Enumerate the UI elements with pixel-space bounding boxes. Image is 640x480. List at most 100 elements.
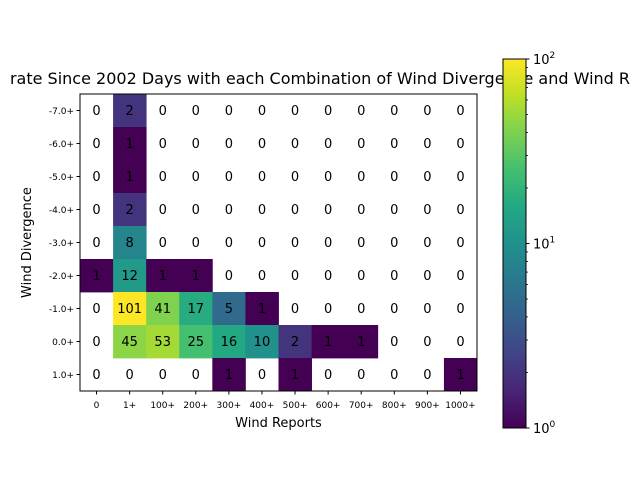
- cell-value-label: 0: [423, 269, 431, 284]
- cell-value-label: 45: [121, 335, 138, 350]
- cell-value-label: 0: [390, 269, 398, 284]
- cell-value-label: 25: [188, 335, 205, 350]
- cell-value-label: 0: [159, 203, 167, 218]
- heatmap-cell: [212, 292, 246, 326]
- cell-value-labels: 0 2 0 0 0 0 0 0 0 0 0 00 1 0 0 0 0 0 0 0 0 0 00 1 0 0 0 0 0 0 0 0 0 00 2 0 0…: [92, 104, 464, 383]
- y-tick-label: -5.0+: [49, 173, 74, 183]
- cell-value-label: 0: [225, 269, 233, 284]
- cell-value-label: 0: [291, 236, 299, 251]
- x-tick-label: 400+: [250, 401, 275, 411]
- cell-value-label: 0: [456, 302, 464, 317]
- cell-value-label: 1: [159, 269, 167, 284]
- cell-value-label: 0: [324, 137, 332, 152]
- cell-value-label: 0: [456, 335, 464, 350]
- x-tick-label: 500+: [283, 401, 308, 411]
- heatmap-cell: [80, 259, 114, 293]
- cell-value-label: 12: [121, 269, 138, 284]
- x-tick-label: 0: [94, 401, 100, 411]
- x-tick-label: 600+: [316, 401, 341, 411]
- heatmap-cell: [278, 358, 312, 392]
- cell-value-label: 0: [192, 368, 200, 383]
- y-axis-label: Wind Divergence: [20, 187, 35, 298]
- cell-value-label: 0: [357, 236, 365, 251]
- cell-value-label: 0: [357, 170, 365, 185]
- x-tick-label: 1000+: [445, 401, 475, 411]
- chart-title: rate Since 2002 Days with each Combinati…: [10, 69, 630, 88]
- heatmap-cell: [113, 160, 147, 194]
- cell-value-label: 0: [92, 104, 100, 119]
- cell-value-label: 0: [357, 137, 365, 152]
- heatmap-cell: [113, 325, 147, 359]
- cell-value-label: 0: [291, 302, 299, 317]
- heatmap-cell: [113, 127, 147, 161]
- colorbar-ticks: 100 101 102: [526, 51, 556, 437]
- cell-value-label: 0: [225, 137, 233, 152]
- cell-value-label: 0: [324, 203, 332, 218]
- heatmap-cells: [80, 94, 478, 392]
- cell-value-label: 0: [390, 104, 398, 119]
- y-tick-label: -1.0+: [49, 305, 74, 315]
- heatmap-cell: [344, 325, 379, 359]
- heatmap-cell: [443, 358, 478, 392]
- heatmap-cell: [146, 292, 180, 326]
- cell-value-label: 0: [291, 137, 299, 152]
- cell-value-label: 0: [92, 137, 100, 152]
- x-axis-label: Wind Reports: [235, 416, 322, 431]
- cell-value-label: 1: [192, 269, 200, 284]
- cell-value-label: 0: [92, 302, 100, 317]
- cell-value-label: 0: [258, 104, 266, 119]
- cell-value-label: 1: [125, 137, 133, 152]
- cell-value-label: 0: [357, 302, 365, 317]
- heatmap-cell: [146, 325, 180, 359]
- cell-value-label: 0: [291, 203, 299, 218]
- cell-value-label: 0: [390, 137, 398, 152]
- colorbar-tick-label: 101: [533, 236, 555, 253]
- x-tick-label: 200+: [183, 401, 208, 411]
- cell-value-label: 0: [456, 236, 464, 251]
- y-tick-label: -3.0+: [49, 239, 74, 249]
- heatmap-cell: [245, 292, 279, 326]
- cell-value-label: 0: [423, 203, 431, 218]
- cell-value-label: 1: [291, 368, 299, 383]
- cell-value-label: 0: [92, 368, 100, 383]
- cell-value-label: 16: [221, 335, 238, 350]
- cell-value-label: 0: [192, 203, 200, 218]
- y-tick-label: -4.0+: [49, 206, 74, 216]
- heatmap-cell: [146, 259, 180, 293]
- heatmap-cell: [179, 259, 213, 293]
- cell-value-label: 0: [192, 236, 200, 251]
- colorbar: [502, 58, 527, 429]
- cell-value-label: 0: [225, 236, 233, 251]
- cell-value-label: 0: [357, 203, 365, 218]
- cell-value-label: 0: [324, 368, 332, 383]
- cell-value-label: 0: [291, 104, 299, 119]
- y-tick-label: -6.0+: [49, 140, 74, 150]
- heatmap-cell: [179, 292, 213, 326]
- cell-value-label: 2: [125, 104, 133, 119]
- cell-value-label: 1: [258, 302, 266, 317]
- heatmap-cell: [245, 325, 279, 359]
- cell-value-label: 0: [159, 137, 167, 152]
- x-tick-label: 1+: [123, 401, 136, 411]
- cell-value-label: 1: [225, 368, 233, 383]
- cell-value-label: 101: [117, 302, 142, 317]
- cell-value-label: 0: [357, 104, 365, 119]
- cell-value-label: 0: [324, 104, 332, 119]
- cell-value-label: 0: [192, 104, 200, 119]
- cell-value-label: 1: [324, 335, 332, 350]
- cell-value-label: 0: [456, 170, 464, 185]
- cell-value-label: 0: [390, 170, 398, 185]
- y-tick-label: 0.0+: [52, 338, 74, 348]
- cell-value-label: 0: [225, 203, 233, 218]
- cell-value-label: 0: [258, 170, 266, 185]
- colorbar-tick-label: 100: [533, 420, 556, 437]
- cell-value-label: 0: [423, 170, 431, 185]
- cell-value-label: 0: [92, 203, 100, 218]
- cell-value-label: 0: [159, 170, 167, 185]
- heatmap-cell: [278, 325, 312, 359]
- cell-value-label: 0: [159, 236, 167, 251]
- cell-value-label: 53: [154, 335, 171, 350]
- heatmap-cell: [113, 193, 147, 227]
- cell-value-label: 8: [125, 236, 133, 251]
